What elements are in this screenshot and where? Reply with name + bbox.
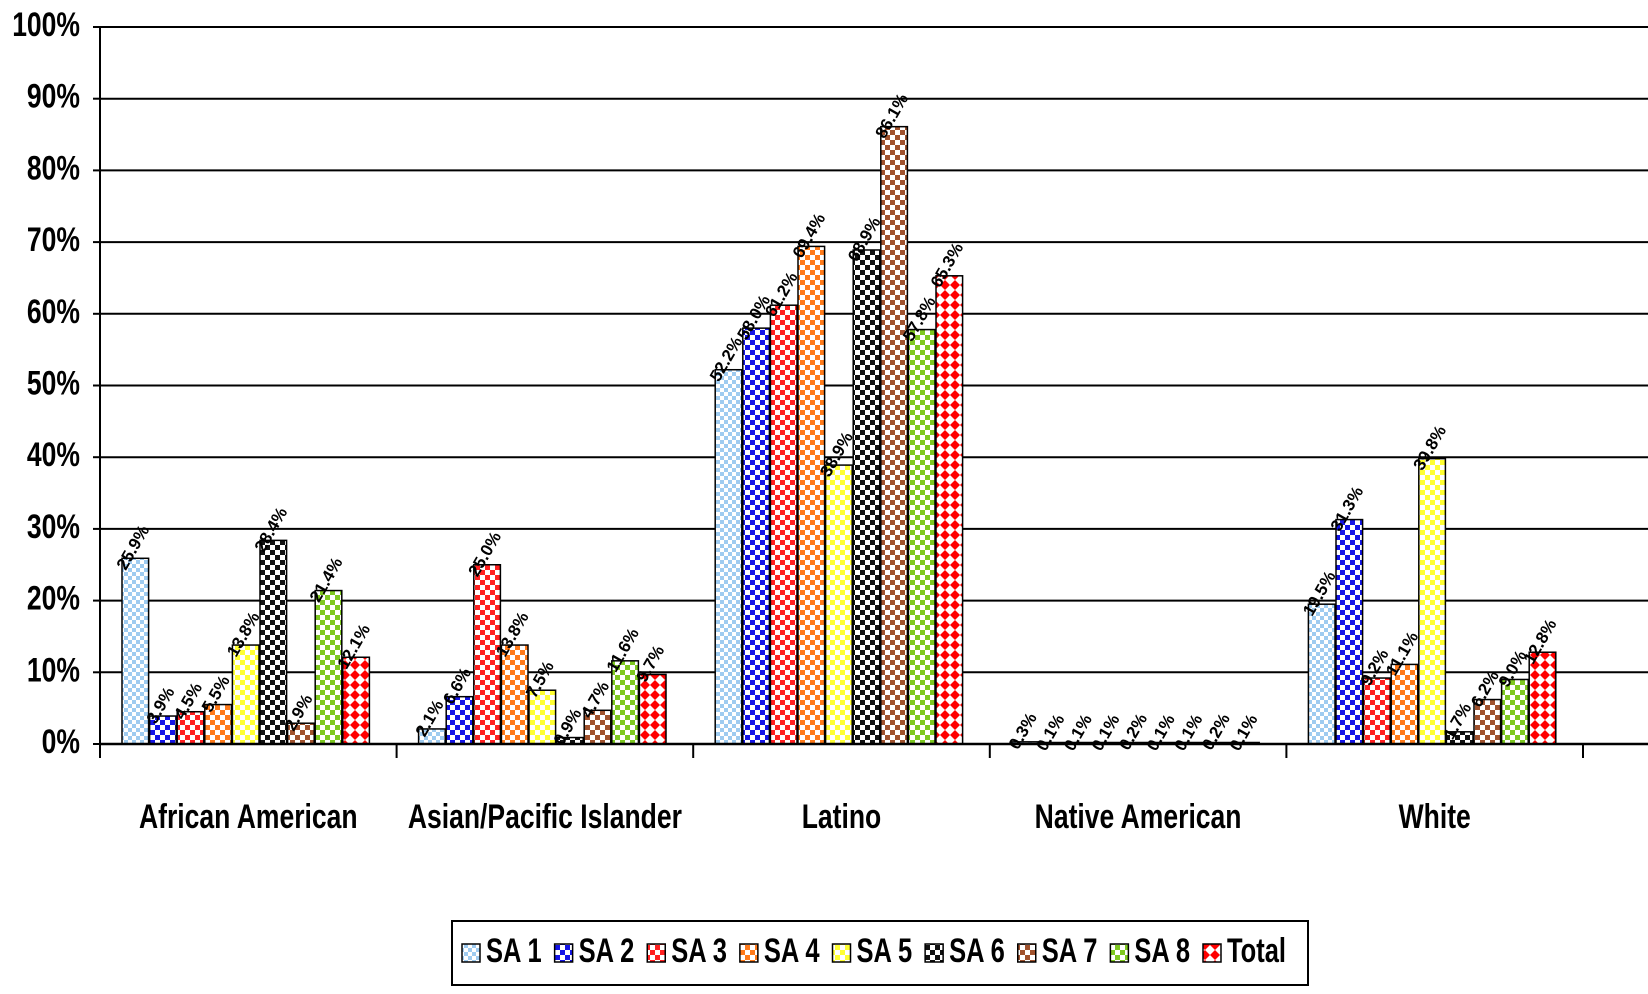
y-tick-label-9: 90% — [27, 78, 80, 116]
data-label-native-american-total: 0.1% — [1226, 711, 1262, 754]
legend-swatch-total — [1202, 943, 1222, 963]
bar-asian-pacific-islander-sa-3 — [473, 564, 502, 745]
category-label-white: White — [1399, 798, 1471, 836]
category-label-native-american: Native American — [1035, 798, 1242, 836]
y-tick-label-4: 40% — [27, 436, 80, 474]
bar-latino-sa-4 — [797, 245, 826, 745]
data-label-native-american-sa-6: 0.1% — [1143, 711, 1179, 754]
y-axis-ticks: 0% 10% 20% 30% 40% 50% 60% 70% 80% 90% 100% — [12, 6, 100, 761]
bar-latino-sa-2 — [742, 327, 771, 745]
bar-asian-pacific-islander-sa-4 — [500, 644, 529, 745]
bar-african-american-sa-8 — [314, 589, 343, 745]
legend-box — [451, 920, 1309, 986]
legend-label-sa-8: SA 8 — [1134, 933, 1190, 970]
bar-latino-sa-8 — [907, 328, 936, 745]
bar-white-total — [1528, 651, 1557, 745]
y-tick-label-10: 100% — [12, 6, 80, 44]
legend-label-sa-6: SA 6 — [949, 933, 1005, 970]
legend: SA 1 SA 2 SA 3 SA 4 SA 5 SA 6 SA 7 SA 8 Total — [451, 920, 1309, 986]
bar-white-sa-1 — [1307, 603, 1336, 745]
legend-swatch-sa-6 — [924, 943, 944, 963]
y-tick-label-5: 50% — [27, 364, 80, 402]
legend-swatch-sa-1 — [461, 943, 481, 963]
bar-white-sa-3 — [1362, 677, 1391, 745]
bar-asian-pacific-islander-sa-8 — [611, 660, 640, 745]
legend-label-sa-2: SA 2 — [579, 933, 635, 970]
legend-label-sa-3: SA 3 — [671, 933, 727, 970]
y-tick-label-7: 70% — [27, 221, 80, 259]
bar-white-sa-8 — [1500, 678, 1529, 745]
category-label-latino: Latino — [802, 798, 882, 836]
legend-label-sa-7: SA 7 — [1042, 933, 1098, 970]
bar-latino-total — [935, 275, 964, 745]
legend-label-total: Total — [1227, 933, 1286, 970]
legend-swatch-sa-5 — [831, 943, 852, 963]
bar-latino-sa-7 — [880, 125, 909, 745]
data-label-native-american-sa-7: 0.1% — [1171, 711, 1207, 754]
category-labels: African American Asian/Pacific Islander La… — [139, 798, 1471, 836]
data-label-native-american-sa-4: 0.1% — [1088, 711, 1124, 754]
legend-swatch-sa-7 — [1017, 943, 1037, 963]
y-tick-label-3: 30% — [27, 508, 80, 546]
y-tick-label-2: 20% — [27, 579, 80, 617]
bar-african-american-sa-6 — [259, 539, 288, 745]
y-tick-label-0: 0% — [42, 723, 80, 761]
legend-swatch-sa-3 — [646, 943, 666, 963]
legend-swatch-sa-2 — [553, 943, 574, 963]
y-tick-label-8: 80% — [27, 149, 80, 187]
legend-label-sa-1: SA 1 — [486, 933, 542, 970]
bar-african-american-sa-5 — [231, 644, 260, 745]
bar-latino-sa-1 — [714, 368, 743, 745]
bar-white-sa-4 — [1390, 663, 1419, 745]
data-label-native-american-sa-3: 0.1% — [1060, 711, 1096, 754]
bar-latino-sa-5 — [824, 464, 853, 745]
bar-latino-sa-3 — [769, 304, 798, 745]
y-tick-label-1: 10% — [27, 651, 80, 689]
bar-asian-pacific-islander-sa-5 — [528, 689, 557, 745]
bar-white-sa-5 — [1418, 457, 1447, 745]
bar-white-sa-2 — [1335, 518, 1364, 745]
bar-latino-sa-6 — [852, 249, 881, 745]
axes — [99, 27, 1648, 758]
legend-swatch-sa-8 — [1109, 943, 1130, 963]
bar-asian-pacific-islander-total — [638, 673, 667, 745]
bar-asian-pacific-islander-sa-7 — [583, 709, 612, 745]
category-label-asian-pacific-islander: Asian/Pacific Islander — [408, 798, 682, 836]
bar-asian-pacific-islander-sa-2 — [445, 695, 474, 745]
legend-swatch-sa-4 — [739, 943, 759, 963]
legend-label-sa-5: SA 5 — [857, 933, 913, 970]
category-label-african-american: African American — [139, 798, 358, 836]
y-tick-label-6: 60% — [27, 293, 80, 331]
legend-label-sa-4: SA 4 — [764, 933, 820, 970]
